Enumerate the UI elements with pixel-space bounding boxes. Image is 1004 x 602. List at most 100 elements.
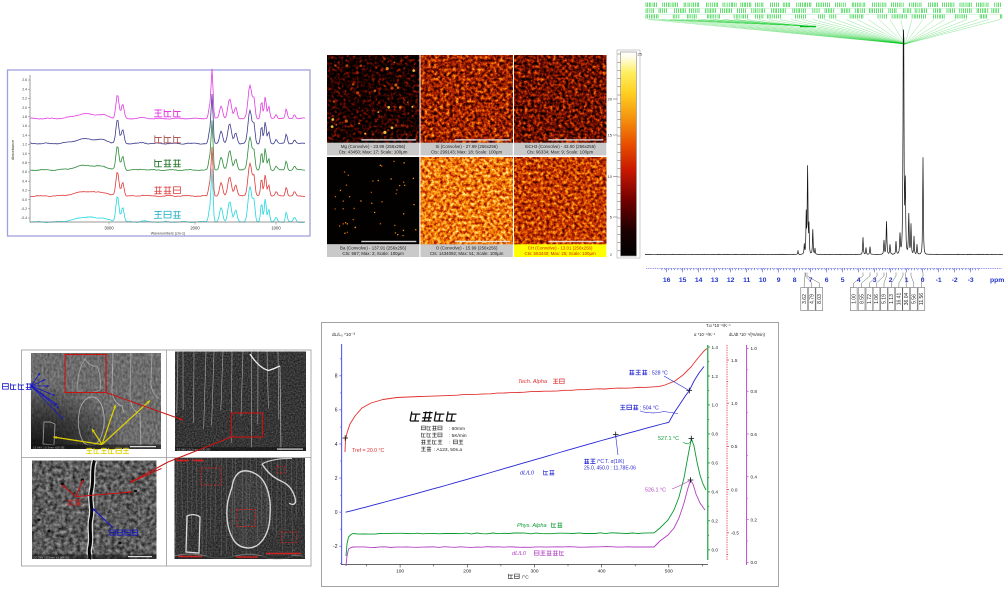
svg-text:8: 8 bbox=[335, 374, 338, 380]
svg-text:1.4: 1.4 bbox=[22, 133, 27, 137]
svg-text:dL/dt *10⁻³/(%/min): dL/dt *10⁻³/(%/min) bbox=[729, 332, 766, 337]
svg-text:1.06: 1.06 bbox=[874, 294, 880, 304]
svg-text:1.0: 1.0 bbox=[751, 346, 758, 351]
svg-text:Phys. Alpha: Phys. Alpha bbox=[517, 523, 547, 529]
svg-text:0.4: 0.4 bbox=[22, 179, 27, 183]
svg-text:526.1 °C: 526.1 °C bbox=[645, 488, 666, 494]
svg-text:: 5K/min: : 5K/min bbox=[449, 433, 467, 439]
svg-text:dL/L0: dL/L0 bbox=[520, 471, 535, 477]
svg-text:14: 14 bbox=[695, 277, 703, 284]
svg-text:0.4: 0.4 bbox=[712, 490, 719, 495]
svg-text:Cts: 43450; Max: 17; Scale: 10: Cts: 43450; Max: 17; Scale: 100µm bbox=[339, 150, 408, 155]
svg-text:/°C T. α(1/K): /°C T. α(1/K) bbox=[597, 459, 625, 465]
svg-text:4.79: 4.79 bbox=[810, 294, 816, 304]
svg-text:2.4: 2.4 bbox=[22, 87, 27, 91]
svg-text:5.56: 5.56 bbox=[912, 294, 918, 304]
svg-text:CH (Convolve) - 13.01 (256x256: CH (Convolve) - 13.01 (256x256) bbox=[528, 246, 593, 251]
svg-text:2000: 2000 bbox=[190, 226, 200, 231]
svg-text:Mg (Convolve) - 23.99 (256x256: Mg (Convolve) - 23.99 (256x256) bbox=[341, 144, 406, 149]
svg-text:8.03: 8.03 bbox=[817, 294, 823, 304]
svg-text:4: 4 bbox=[335, 442, 338, 448]
svg-text:0: 0 bbox=[921, 277, 925, 284]
svg-text:15: 15 bbox=[679, 277, 687, 284]
svg-text:Cts: 553440; Max: 25; Scale: 1: Cts: 553440; Max: 25; Scale: 100µm bbox=[525, 251, 596, 256]
svg-text:16: 16 bbox=[663, 277, 671, 284]
svg-text:1.0: 1.0 bbox=[731, 401, 738, 406]
svg-text:1: 1 bbox=[905, 277, 909, 284]
svg-text:5: 5 bbox=[841, 277, 845, 284]
svg-text:20.0kV 10.5mm x1.50k SE: 20.0kV 10.5mm x1.50k SE bbox=[34, 555, 70, 559]
svg-text:-0.4: -0.4 bbox=[21, 216, 27, 220]
svg-text:6: 6 bbox=[335, 408, 338, 414]
svg-text:-3: -3 bbox=[968, 277, 974, 284]
svg-text:200: 200 bbox=[463, 569, 471, 575]
svg-text:0.8: 0.8 bbox=[22, 161, 27, 165]
svg-text:1.4: 1.4 bbox=[712, 345, 719, 350]
svg-text:-2: -2 bbox=[952, 277, 958, 284]
svg-text:Wavenumbers (cm-1): Wavenumbers (cm-1) bbox=[151, 232, 185, 236]
svg-text:15: 15 bbox=[608, 133, 613, 138]
svg-text:12: 12 bbox=[727, 277, 735, 284]
svg-text:0.0: 0.0 bbox=[731, 487, 738, 492]
svg-text:2.6: 2.6 bbox=[22, 78, 27, 82]
svg-text:0.8: 0.8 bbox=[751, 389, 758, 394]
svg-text:dL/L0: dL/L0 bbox=[512, 551, 527, 557]
svg-text:100: 100 bbox=[396, 569, 404, 575]
svg-text:5: 5 bbox=[610, 215, 613, 220]
svg-text::: : bbox=[449, 441, 450, 446]
svg-text:6: 6 bbox=[825, 277, 829, 284]
svg-text:1000: 1000 bbox=[271, 226, 281, 231]
svg-text:9: 9 bbox=[777, 277, 781, 284]
svg-text:: 528 °C: : 528 °C bbox=[649, 371, 668, 377]
svg-text:Cts: 567; Max: 2; Scale: 100µm: Cts: 567; Max: 2; Scale: 100µm bbox=[342, 251, 404, 256]
svg-text:1.72: 1.72 bbox=[867, 294, 873, 304]
svg-text:α *10⁻⁶/K⁻¹: α *10⁻⁶/K⁻¹ bbox=[694, 332, 716, 337]
svg-text:0.6: 0.6 bbox=[751, 432, 758, 437]
svg-text:3: 3 bbox=[873, 277, 877, 284]
svg-text:10: 10 bbox=[759, 277, 767, 284]
svg-text:: A123, 50s.a: : A123, 50s.a bbox=[434, 447, 462, 453]
svg-text:Cts: 299143; Max: 18; Scale: 1: Cts: 299143; Max: 18; Scale: 100µm bbox=[431, 150, 502, 155]
svg-text:dL/L₀ *10⁻³: dL/L₀ *10⁻³ bbox=[332, 332, 355, 337]
svg-text:/°C: /°C bbox=[522, 574, 529, 580]
svg-text:0.4: 0.4 bbox=[751, 475, 758, 480]
svg-text:1.2: 1.2 bbox=[22, 143, 27, 147]
svg-text:2.0: 2.0 bbox=[22, 106, 27, 110]
svg-text:0.2: 0.2 bbox=[751, 517, 758, 522]
svg-text:ppm: ppm bbox=[990, 277, 1004, 284]
svg-text:T.α *10⁻⁶/K⁻¹: T.α *10⁻⁶/K⁻¹ bbox=[706, 323, 731, 328]
svg-text:527.1 °C: 527.1 °C bbox=[658, 436, 679, 442]
svg-text:11.56: 11.56 bbox=[919, 293, 925, 305]
svg-text:0.0: 0.0 bbox=[712, 548, 719, 553]
svg-text:16.41: 16.41 bbox=[897, 293, 903, 306]
svg-text:500: 500 bbox=[665, 569, 673, 575]
svg-text:0: 0 bbox=[335, 510, 338, 516]
svg-text:0.2: 0.2 bbox=[22, 189, 27, 193]
svg-text:20: 20 bbox=[608, 97, 613, 102]
svg-text:2: 2 bbox=[335, 476, 338, 482]
svg-text:1.00: 1.00 bbox=[851, 294, 857, 304]
svg-text:-0.5: -0.5 bbox=[731, 531, 739, 536]
svg-text:0.8: 0.8 bbox=[712, 432, 719, 437]
svg-text:8.55: 8.55 bbox=[859, 294, 865, 304]
svg-text:11: 11 bbox=[743, 277, 750, 284]
svg-text:36.04: 36.04 bbox=[904, 293, 910, 306]
svg-text:1.8: 1.8 bbox=[22, 115, 27, 119]
svg-text:1.13: 1.13 bbox=[889, 294, 895, 304]
svg-text:Si (Convolve) - 27.99 (256x256: Si (Convolve) - 27.99 (256x256) bbox=[435, 144, 498, 149]
svg-text:SiCH3 (Convolve) - 43.00 (256x: SiCH3 (Convolve) - 43.00 (256x256) bbox=[525, 144, 597, 149]
svg-text:1.5: 1.5 bbox=[731, 358, 738, 363]
svg-text:Tech. Alpha: Tech. Alpha bbox=[518, 379, 547, 385]
svg-text:0.5: 0.5 bbox=[731, 444, 738, 449]
svg-text:-1: -1 bbox=[936, 277, 942, 284]
svg-text:0.6: 0.6 bbox=[22, 170, 27, 174]
svg-text:400: 400 bbox=[598, 569, 606, 575]
svg-text:Tref = 20.0 °C: Tref = 20.0 °C bbox=[352, 448, 385, 454]
svg-text:2: 2 bbox=[889, 277, 893, 284]
svg-text:2: 2 bbox=[610, 253, 612, 257]
svg-text:15.0kV 10.3mm x50 SE: 15.0kV 10.3mm x50 SE bbox=[33, 445, 65, 449]
svg-text:0.2: 0.2 bbox=[712, 519, 719, 524]
svg-text:Ba (Convolve) - 137.91 (256x25: Ba (Convolve) - 137.91 (256x256) bbox=[340, 246, 407, 251]
svg-text:: 60mm: : 60mm bbox=[449, 426, 465, 432]
svg-text:4: 4 bbox=[857, 277, 861, 284]
